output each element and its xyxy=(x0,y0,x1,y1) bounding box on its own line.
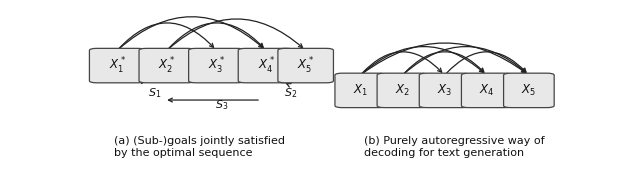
FancyBboxPatch shape xyxy=(377,73,428,108)
FancyBboxPatch shape xyxy=(238,48,294,83)
FancyBboxPatch shape xyxy=(139,48,195,83)
Text: $X_1^*$: $X_1^*$ xyxy=(109,55,125,76)
FancyBboxPatch shape xyxy=(189,48,244,83)
Text: $S_2$: $S_2$ xyxy=(284,86,298,100)
FancyBboxPatch shape xyxy=(90,48,145,83)
Text: $X_1$: $X_1$ xyxy=(353,83,368,98)
Text: $X_5^*$: $X_5^*$ xyxy=(297,55,314,76)
Text: (b) Purely autoregressive way of
decoding for text generation: (b) Purely autoregressive way of decodin… xyxy=(364,136,545,158)
FancyBboxPatch shape xyxy=(461,73,512,108)
FancyBboxPatch shape xyxy=(278,48,333,83)
Text: $S_3$: $S_3$ xyxy=(214,99,228,112)
FancyBboxPatch shape xyxy=(504,73,554,108)
Text: $X_4^*$: $X_4^*$ xyxy=(257,55,275,76)
Text: $S_1$: $S_1$ xyxy=(148,86,161,100)
Text: $X_4$: $X_4$ xyxy=(479,83,494,98)
Text: $X_3$: $X_3$ xyxy=(437,83,452,98)
Text: (a) (Sub-)goals jointly satisfied
by the optimal sequence: (a) (Sub-)goals jointly satisfied by the… xyxy=(113,136,285,158)
Text: $X_5$: $X_5$ xyxy=(522,83,536,98)
FancyBboxPatch shape xyxy=(335,73,385,108)
FancyBboxPatch shape xyxy=(419,73,470,108)
Text: $X_3^*$: $X_3^*$ xyxy=(208,55,225,76)
Text: $X_2^*$: $X_2^*$ xyxy=(158,55,175,76)
Text: $X_2$: $X_2$ xyxy=(395,83,410,98)
